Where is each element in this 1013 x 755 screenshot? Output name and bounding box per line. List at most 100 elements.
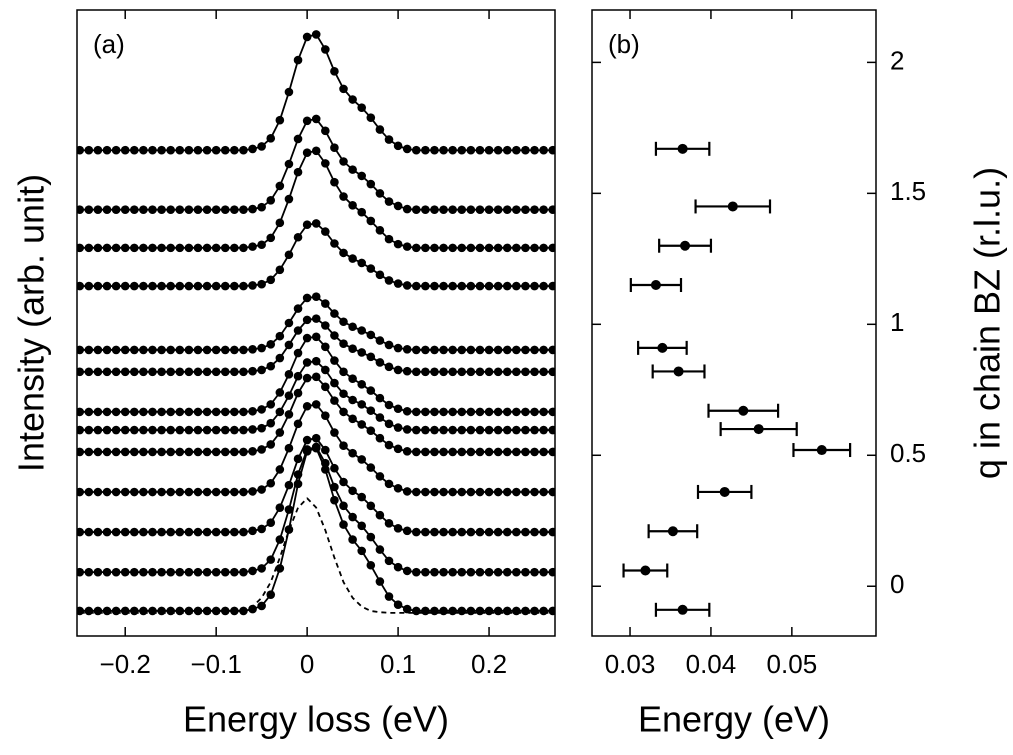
spectrum-point (239, 281, 248, 291)
spectrum-point (521, 527, 530, 537)
spectrum-point (184, 145, 194, 155)
spectrum-point (466, 145, 476, 155)
spectrum-point (257, 524, 266, 534)
spectrum-point (321, 159, 330, 168)
spectrum-point (130, 205, 139, 214)
spectrum-point (384, 362, 394, 372)
spectrum-point (302, 148, 312, 158)
spectrum-point (202, 567, 212, 577)
spectrum-point (457, 407, 467, 417)
spectrum-point (102, 606, 112, 616)
spectrum-point (502, 487, 512, 497)
spectrum-point (193, 567, 203, 577)
spectrum-point (184, 205, 194, 214)
spectrum-point (257, 485, 266, 494)
spectrum-point (148, 145, 157, 155)
spectrum-point (84, 281, 94, 291)
spectrum-point (475, 527, 485, 537)
spectrum-point (430, 447, 439, 457)
spectrum-point (548, 606, 555, 616)
spectrum-point (493, 281, 503, 291)
spectrum-point (393, 201, 403, 211)
x-tick-label: 0.2 (471, 649, 507, 679)
spectrum-point (421, 487, 430, 497)
spectrum-point (275, 407, 285, 417)
spectrum-point (530, 425, 539, 435)
spectrum-point (457, 487, 467, 497)
spectrum-point (530, 243, 539, 253)
spectrum-point (548, 243, 555, 253)
spectrum-point (502, 567, 512, 577)
spectrum-point (439, 447, 448, 457)
spectrum-point (93, 606, 103, 616)
spectrum-point (548, 281, 555, 291)
spectrum-point (339, 407, 348, 417)
spectrum-point (184, 606, 194, 616)
spectrum-point (448, 407, 457, 417)
spectrum-point (302, 220, 312, 230)
spectrum-point (148, 345, 157, 355)
spectrum-point (466, 567, 476, 577)
spectrum-line (79, 149, 553, 249)
spectrum-point (357, 420, 367, 429)
spectrum-point (211, 205, 221, 214)
spectrum-point (220, 447, 230, 457)
spectrum-point (93, 487, 103, 497)
spectrum-point (266, 339, 276, 349)
spectrum-point (493, 205, 503, 214)
spectrum-point (366, 406, 376, 415)
spectrum-point (220, 425, 230, 435)
spectrum-point (148, 487, 157, 497)
spectrum-point (512, 205, 521, 214)
spectrum-point (339, 84, 348, 94)
spectrum-point (348, 201, 357, 210)
spectrum-point (475, 367, 485, 377)
spectrum-point (148, 281, 157, 291)
spectrum-point (311, 443, 321, 453)
spectrum-point (457, 606, 467, 616)
spectrum-point (157, 567, 166, 577)
spectrum-point (166, 145, 175, 155)
spectrum-point (393, 600, 403, 609)
spectrum-point (484, 567, 494, 577)
spectrum-point (321, 299, 330, 308)
spectrum-line (79, 446, 553, 574)
spectrum-point (130, 243, 139, 253)
spectrum-point (366, 330, 376, 340)
spectrum-point (375, 189, 385, 198)
spectrum-point (430, 345, 439, 355)
spectrum-point (421, 567, 430, 577)
spectrum-point (184, 367, 194, 377)
spectrum-point (493, 345, 503, 355)
spectrum-point (348, 414, 357, 424)
spectrum-point (175, 425, 185, 435)
spectrum-point (157, 527, 166, 537)
spectrum-point (311, 332, 321, 342)
spectrum-point (402, 604, 412, 614)
spectrum-point (402, 487, 412, 496)
spectrum-point (302, 315, 312, 325)
spectrum-point (266, 196, 276, 205)
scatter-point (816, 445, 827, 456)
spectrum-point (384, 197, 394, 206)
spectrum-point (530, 145, 539, 155)
spectrum-point (457, 447, 467, 457)
spectrum-point (366, 501, 376, 511)
spectrum-point (321, 342, 330, 352)
spectrum-point (430, 145, 439, 155)
spectrum-point (512, 425, 521, 435)
spectrum-point (77, 281, 85, 291)
spectrum-point (512, 145, 521, 155)
spectrum-point (430, 487, 439, 497)
spectrum-point (448, 243, 457, 253)
spectrum-point (530, 447, 539, 457)
spectrum-point (193, 407, 203, 417)
spectrum-point (411, 447, 421, 457)
spectrum-point (220, 367, 230, 377)
spectrum-point (239, 447, 248, 457)
spectrum-point (120, 345, 130, 355)
spectrum-point (266, 233, 276, 243)
spectrum-point (84, 567, 94, 577)
spectrum-point (148, 367, 157, 377)
